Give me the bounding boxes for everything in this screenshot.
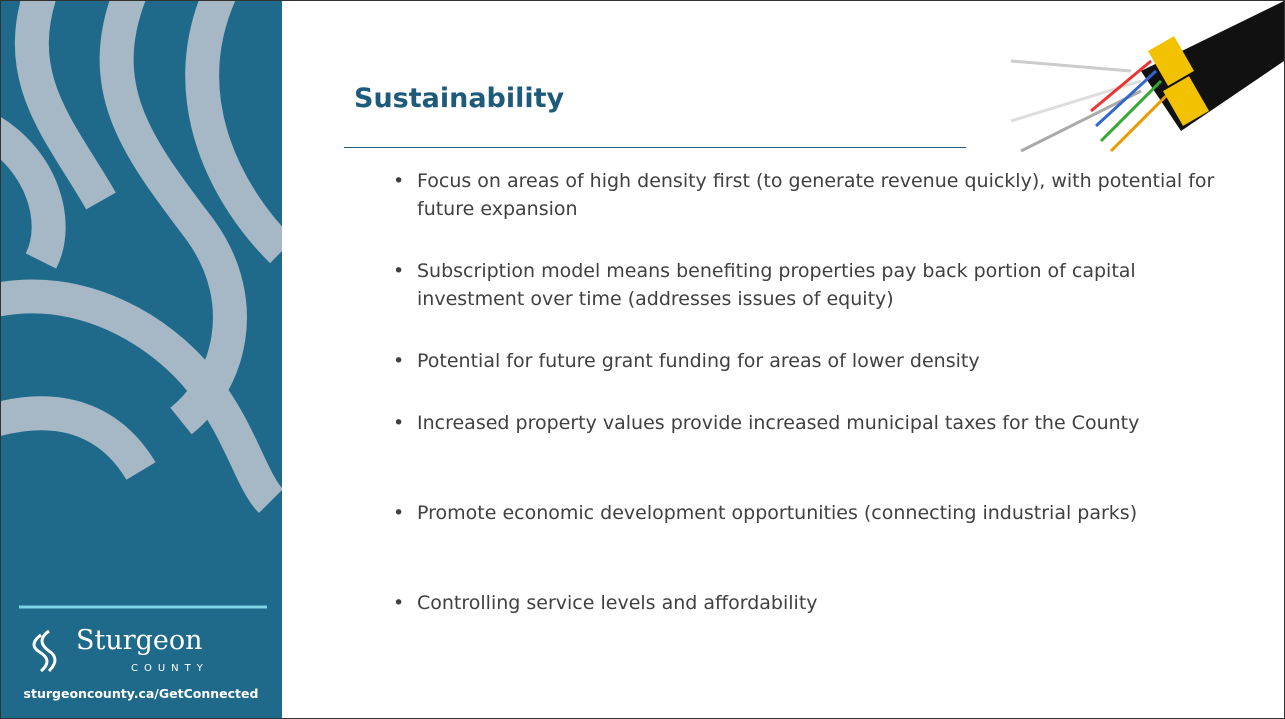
bullet: Controlling service levels and affordabi… (393, 589, 1223, 679)
bullet: Potential for future grant funding for a… (393, 347, 1223, 409)
bullet: Increased property values provide increa… (393, 409, 1223, 499)
sidebar-art: Sturgeon COUNTY sturgeoncounty.ca/GetCon… (1, 1, 282, 701)
bullet: Subscription model means benefiting prop… (393, 257, 1223, 347)
logo-name: Sturgeon (76, 625, 203, 656)
bullet-list: Focus on areas of high density first (to… (393, 167, 1223, 679)
sidebar: Sturgeon COUNTY sturgeoncounty.ca/GetCon… (1, 1, 282, 718)
cable-image (1010, 1, 1284, 153)
bullet: Promote economic development opportuniti… (393, 499, 1223, 589)
title-rule (344, 147, 966, 148)
title: Sustainability (354, 83, 565, 114)
url: sturgeoncounty.ca/GetConnected (24, 686, 259, 701)
bullet: Focus on areas of high density first (to… (393, 167, 1223, 257)
logo-sub: COUNTY (131, 663, 209, 674)
